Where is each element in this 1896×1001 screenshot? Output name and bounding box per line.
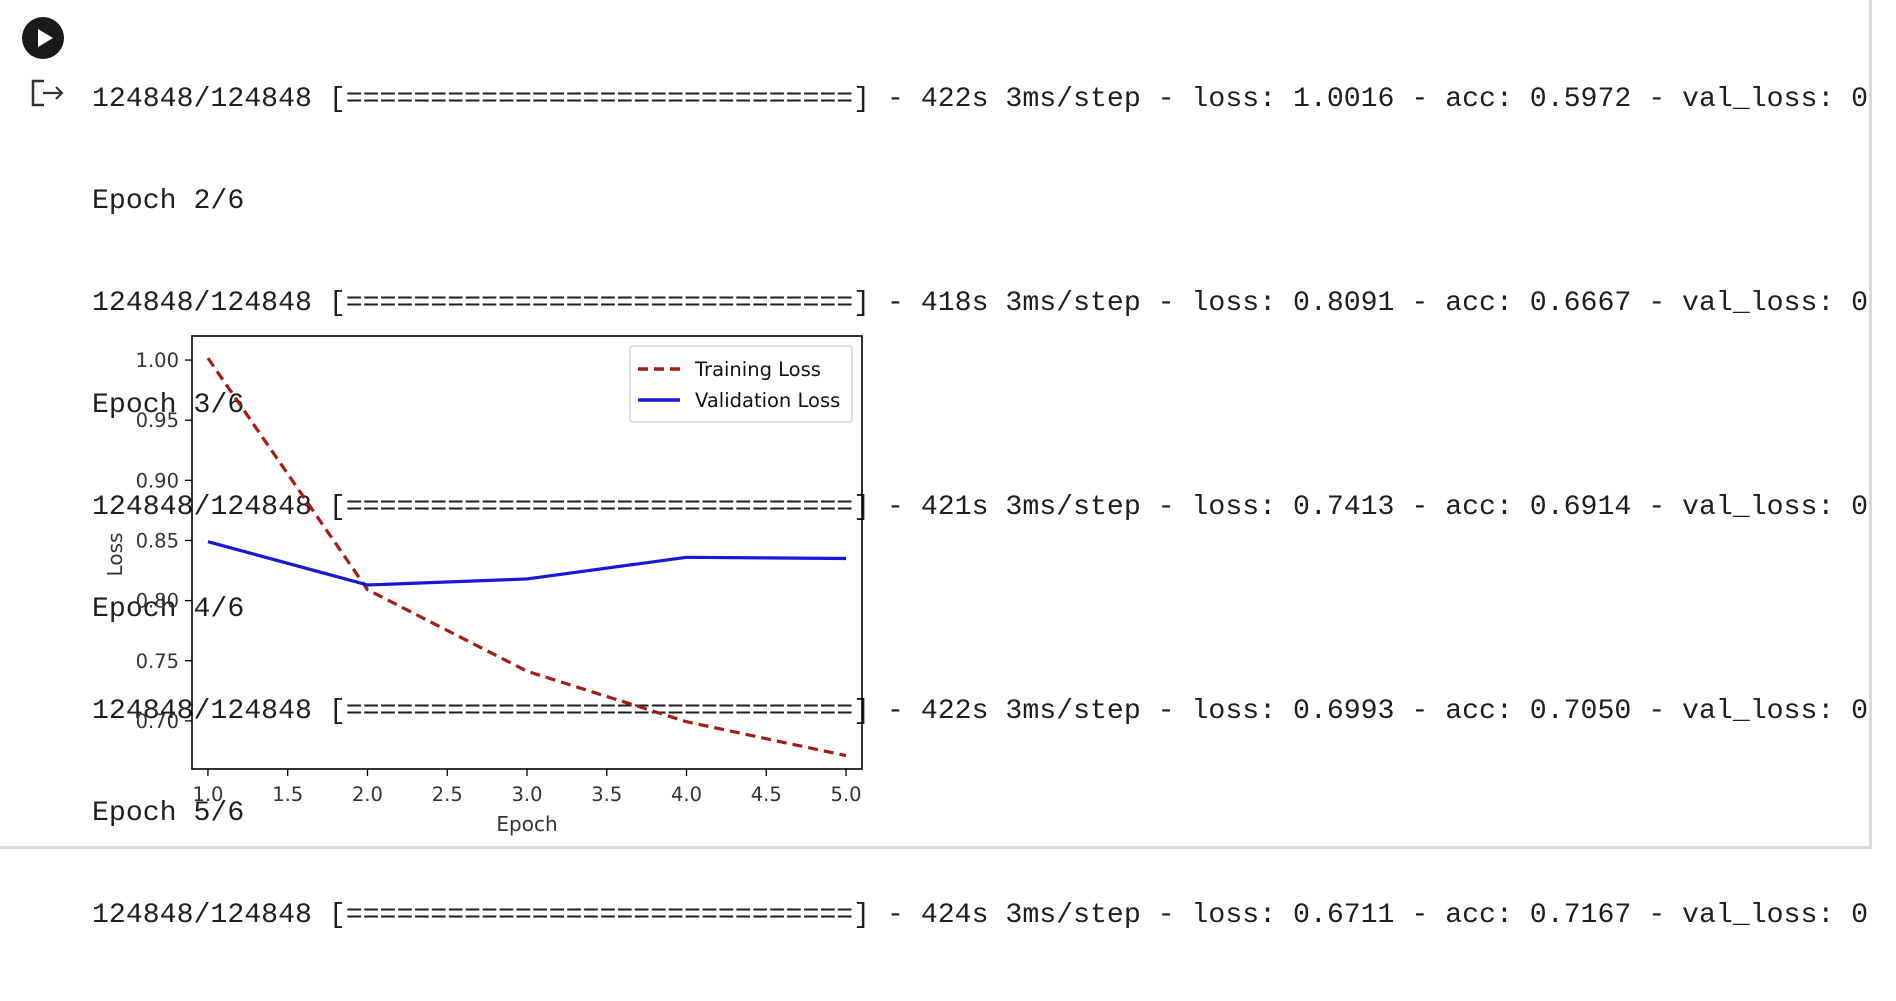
plot-lines	[206, 357, 847, 758]
log-line: 124848/124848 [=========================…	[92, 492, 1872, 523]
y-tick-label: 0.90	[136, 469, 179, 492]
x-tick-label: 4.5	[751, 783, 782, 806]
legend-box	[629, 345, 853, 423]
y-axis-label: Loss	[103, 533, 127, 577]
chart-legend: Training Loss Validation Loss	[629, 345, 853, 423]
series-line	[207, 540, 847, 587]
x-tick-label: 4.0	[671, 783, 702, 806]
log-line: 124848/124848 [=========================…	[92, 900, 1872, 931]
legend-entry: Training Loss	[694, 358, 821, 381]
x-tick-label: 2.0	[352, 783, 383, 806]
log-line: 124848/124848 [=========================…	[92, 84, 1872, 115]
y-tick-label: 0.70	[136, 710, 179, 733]
log-line: Epoch 5/6	[92, 798, 245, 829]
x-tick-label: 1.0	[192, 783, 223, 806]
y-tick-label: 1.00	[136, 349, 179, 372]
log-line: Epoch 3/6	[92, 390, 245, 421]
y-tick-label: 0.80	[136, 590, 179, 613]
notebook-cell: 124848/124848 [=========================…	[0, 0, 1872, 931]
y-axis: 0.70 0.75 0.80 0.85 0.90 0.95 1.00	[136, 349, 192, 733]
x-tick-label: 1.5	[272, 783, 303, 806]
x-tick-label: 3.5	[591, 783, 622, 806]
x-axis-label: Epoch	[496, 812, 557, 836]
run-cell-button[interactable]	[22, 17, 64, 59]
y-tick-label: 0.95	[136, 409, 179, 432]
x-tick-label: 5.0	[831, 783, 862, 806]
y-tick-label: 0.75	[136, 650, 179, 673]
play-icon	[38, 29, 53, 47]
log-line: 124848/124848 [=========================…	[92, 696, 1872, 727]
log-line: Epoch 2/6	[92, 186, 245, 217]
y-tick-label: 0.85	[136, 529, 179, 552]
log-line: Epoch 4/6	[92, 594, 245, 625]
loss-chart: 1.0 1.5 2.0 2.5 3.0 3.5 4.0 4.5 5.0 0.70 0.75 0.80…	[103, 335, 863, 836]
x-axis: 1.0 1.5 2.0 2.5 3.0 3.5 4.0 4.5 5.0	[192, 769, 862, 806]
legend-entry: Validation Loss	[695, 389, 840, 412]
log-line: 124848/124848 [=========================…	[92, 288, 1872, 319]
output-redirect-icon[interactable]	[30, 78, 66, 108]
x-tick-label: 3.0	[511, 783, 542, 806]
x-tick-label: 2.5	[432, 783, 463, 806]
